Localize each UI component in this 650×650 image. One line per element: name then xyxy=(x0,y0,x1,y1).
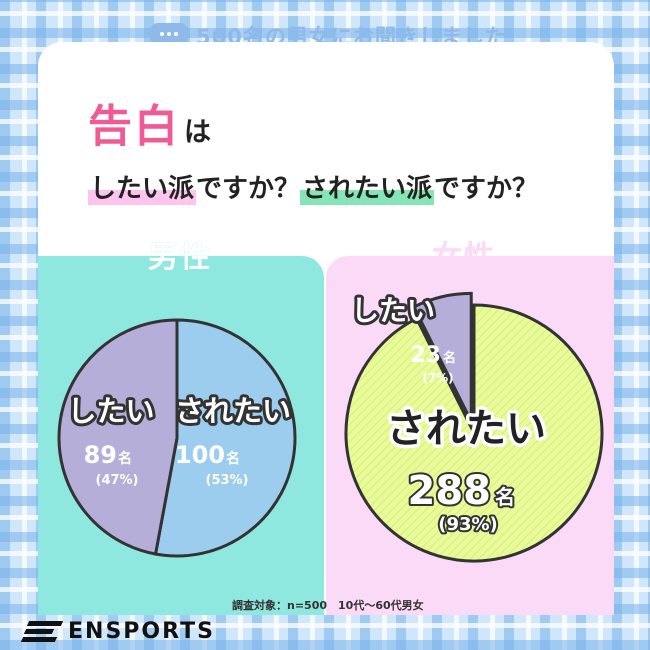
title-desuka-2: ですか？ xyxy=(434,174,539,204)
male-saretai-percent: (53%) xyxy=(206,473,249,488)
male-saretai-slice xyxy=(153,318,297,558)
female-label: 女性 xyxy=(432,240,496,275)
female-saretai-slice xyxy=(344,303,604,563)
male-saretai-count: 100 xyxy=(175,441,225,469)
female-shitai-count: 23 xyxy=(410,343,441,368)
female-shitai-label: したい xyxy=(351,294,435,327)
male-label: 男性 xyxy=(148,240,212,275)
male-saretai-label: されたい xyxy=(175,394,291,428)
female-shitai-percent: (7%) xyxy=(422,371,453,385)
female-shitai-slice xyxy=(411,291,473,422)
title-saretai-ha: されたい派 xyxy=(300,168,435,205)
male-shitai-percent: (47%) xyxy=(96,473,139,488)
survey-footnote: 調査対象：n=500 10代〜60代男女 xyxy=(232,599,424,612)
ensports-mark-icon xyxy=(20,620,64,643)
title-particle: は xyxy=(184,117,211,148)
male-shitai-label: したい xyxy=(67,394,154,428)
female-shitai-unit: 名 xyxy=(443,350,456,366)
male-shitai-count: 89 xyxy=(84,441,117,469)
female-pie-chart: されたい 288 名 (93%) したい 23 名 (7%) xyxy=(344,291,604,563)
title-shitai-ha: したい派 xyxy=(88,168,197,205)
male-pie-chart: されたい 100 名 (53%) したい 89 名 (47%) xyxy=(57,318,297,558)
title-line-2: したい派 ですか？ されたい派 ですか？ xyxy=(88,168,538,205)
title-line-1: 告白 は xyxy=(88,90,211,154)
brand-name: ENSPORTS xyxy=(68,619,215,644)
title-desuka-1: ですか？ xyxy=(196,174,301,204)
female-saretai-label: されたい xyxy=(386,406,546,452)
male-shitai-unit: 名 xyxy=(118,450,132,467)
female-saretai-unit: 名 xyxy=(495,485,515,509)
title-kokuhaku: 告白 xyxy=(88,101,180,152)
male-shitai-slice xyxy=(57,318,179,556)
male-saretai-unit: 名 xyxy=(226,450,240,467)
ensports-logo: ENSPORTS xyxy=(20,619,215,644)
female-saretai-percent: (93%) xyxy=(438,514,498,535)
female-saretai-count: 288 xyxy=(408,468,492,514)
